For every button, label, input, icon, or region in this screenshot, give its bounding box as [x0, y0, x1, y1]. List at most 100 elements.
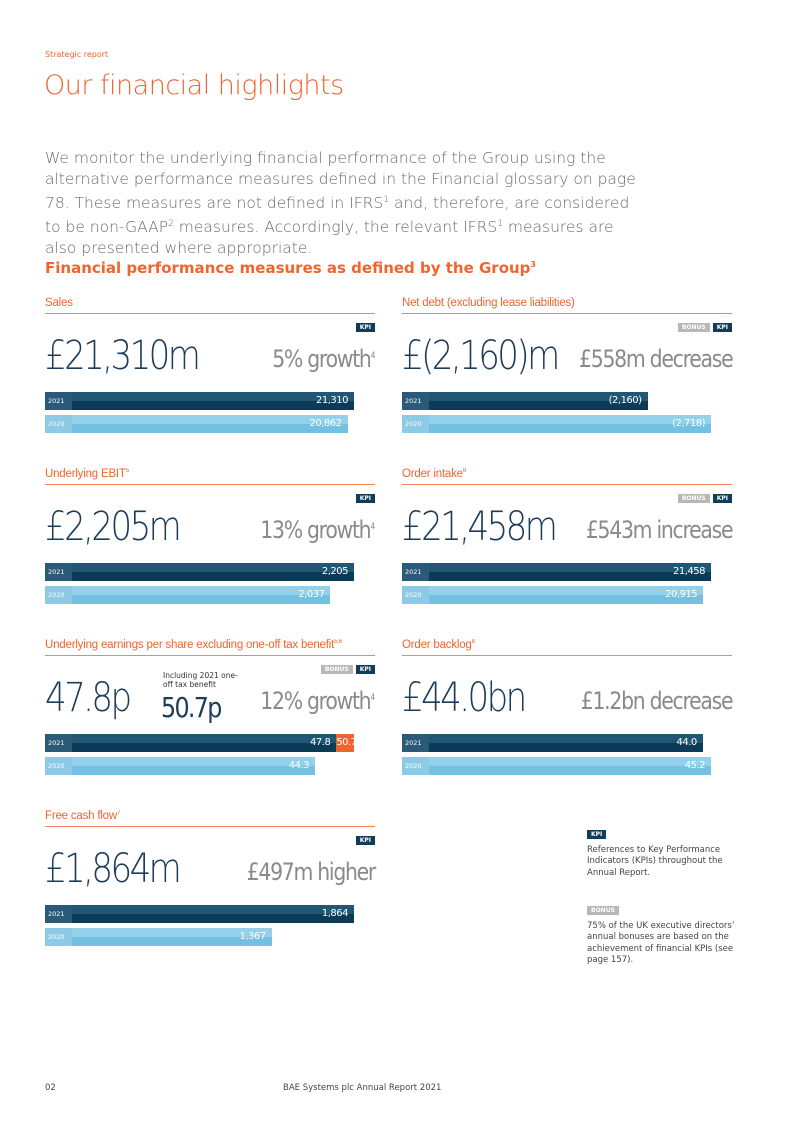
- panel-title-text: Order intake: [402, 468, 463, 480]
- section-subheading: Financial performance measures as define…: [45, 259, 536, 277]
- panel-title: Order intake8: [402, 468, 732, 485]
- measure-panel: Net debt (excluding lease liabilities) BO…: [402, 297, 734, 457]
- bar-value: 2,205: [72, 563, 354, 581]
- panel-title: Sales: [45, 297, 375, 314]
- headline-value: £21,310m: [45, 333, 201, 379]
- bar-2021: 2021 1,864: [45, 905, 354, 923]
- panel-title-text: Order backlog: [402, 639, 472, 651]
- intro-text: measures. Accordingly, the relevant IFRS: [173, 218, 498, 237]
- bar-2021: 2021 47.8: [45, 734, 337, 752]
- panel-title: Net debt (excluding lease liabilities): [402, 297, 732, 314]
- badge-group: KPI: [355, 323, 375, 332]
- bar-year: 2021: [402, 734, 429, 752]
- bar-year: 2020: [45, 928, 72, 946]
- section-label: Strategic report: [45, 50, 109, 59]
- measure-panel: Order intake8 BONUS KPI £21,458m £543m incre…: [402, 468, 734, 628]
- bar-year: 2021: [45, 563, 72, 581]
- headline-value: £44.0bn: [402, 675, 527, 721]
- footnote-ref: 8: [462, 468, 467, 475]
- change-value: 12% growth4: [260, 687, 375, 715]
- footnote-ref: 4: [370, 693, 375, 703]
- bar-value: (2,718): [429, 415, 711, 433]
- bonus-badge: BONUS: [677, 494, 710, 503]
- bar-2020: 2020 (2,718): [402, 415, 711, 433]
- measure-panel: Order backlog8 £44.0bn £1.2bn decrease 2021…: [402, 639, 733, 799]
- publication-title: BAE Systems plc Annual Report 2021: [283, 1083, 442, 1093]
- including-value: 50.7p: [161, 691, 222, 724]
- bar-year: 2020: [45, 415, 72, 433]
- bar-2020: 2020 44.3: [45, 757, 315, 775]
- kpi-badge: KPI: [712, 323, 732, 332]
- bar-value: (2,160): [429, 392, 648, 410]
- page-number: 02: [45, 1083, 56, 1093]
- bar-year: 2021: [402, 563, 429, 581]
- intro-text: measures are also presented where approp…: [45, 218, 614, 258]
- panel-title-text: Free cash flow: [45, 810, 117, 822]
- change-value: 5% growth4: [272, 345, 375, 373]
- footnote-ref: 5: [125, 468, 129, 475]
- bar-value: 1,367: [72, 928, 272, 946]
- bar-year: 2020: [402, 415, 429, 433]
- headline-value: £2,205m: [45, 504, 182, 550]
- kpi-badge: KPI: [355, 665, 375, 674]
- change-value: £558m decrease: [579, 345, 734, 373]
- change-text: £1.2bn decrease: [580, 687, 733, 715]
- badge-group: KPI: [355, 494, 375, 503]
- bar-value: 44.0: [429, 734, 703, 752]
- panel-title: Underlying earnings per share excluding …: [45, 639, 375, 656]
- kpi-badge: KPI: [355, 494, 375, 503]
- bar-value: 44.3: [72, 757, 315, 775]
- bar-year: 2021: [402, 392, 429, 410]
- badge-group: BONUS KPI: [677, 494, 732, 503]
- kpi-badge: KPI: [712, 494, 732, 503]
- panel-title-text: Net debt (excluding lease liabilities): [402, 297, 575, 309]
- bar-2020: 2020 45.2: [402, 757, 711, 775]
- headline-value: £1,864m: [45, 846, 182, 892]
- bar-extra: 50.7: [336, 734, 357, 752]
- bar-year: 2020: [45, 586, 72, 604]
- kpi-legend-text: References to Key Performance Indicators…: [587, 844, 723, 878]
- footnote-ref: 2: [168, 219, 174, 230]
- including-label: Including 2021 one-off tax benefit: [163, 671, 238, 689]
- bar-2021: 2021 (2,160): [402, 392, 648, 410]
- bar-2021: 2021 21,458: [402, 563, 711, 581]
- panel-title-text: Underlying earnings per share excluding …: [45, 639, 335, 651]
- panel-title: Order backlog8: [402, 639, 732, 656]
- bar-2020: 2020 20,862: [45, 415, 348, 433]
- footnote-ref: 4: [370, 351, 375, 361]
- footnote-ref: 1: [383, 195, 390, 205]
- headline-value: 47.8p: [45, 675, 132, 721]
- bar-value: 45.2: [429, 757, 711, 775]
- bar-2021: 2021 2,205: [45, 563, 354, 581]
- change-value: £1.2bn decrease: [580, 687, 733, 715]
- badge-group: BONUS KPI: [677, 323, 732, 332]
- measure-panel: Underlying EBIT5 KPI £2,205m 13% growth4 202…: [45, 468, 375, 628]
- bar-year: 2020: [402, 757, 429, 775]
- bar-year: 2021: [45, 734, 72, 752]
- footnote-ref: 4: [370, 522, 375, 532]
- bar-value: 1,864: [72, 905, 354, 923]
- badge-group: KPI: [355, 836, 375, 845]
- intro-paragraph: We monitor the underlying financial perf…: [45, 148, 645, 259]
- kpi-badge: KPI: [587, 830, 607, 839]
- bar-value: 2,037: [72, 586, 331, 604]
- footnote-ref: 5,6: [334, 639, 342, 646]
- bar-2020: 2020 1,367: [45, 928, 272, 946]
- change-text: 12% growth: [260, 687, 371, 715]
- kpi-badge: KPI: [355, 836, 375, 845]
- kpi-legend: KPI References to Key Performance Indica…: [587, 829, 737, 879]
- intro-text: and, therefore, are considered to be non…: [45, 194, 630, 237]
- bar-year: 2020: [45, 757, 72, 775]
- bar-value: 47.8: [72, 734, 337, 752]
- bar-year: 2021: [45, 905, 72, 923]
- measure-panel: Free cash flow7 KPI £1,864m £497m higher 202…: [45, 810, 376, 970]
- footnote-ref: 8: [471, 639, 475, 646]
- subheading-text: Financial performance measures as define…: [45, 259, 531, 277]
- bar-value: 21,310: [72, 392, 354, 410]
- badge-group: BONUS KPI: [320, 665, 375, 674]
- measure-panel: Sales KPI £21,310m 5% growth4 2021 21,310 2020…: [45, 297, 375, 457]
- intro-text: We monitor the underlying financial perf…: [45, 149, 636, 213]
- change-text: £543m increase: [585, 516, 734, 544]
- bonus-legend-text: 75% of the UK executive directors’ annua…: [587, 920, 735, 966]
- headline-value: £(2,160)m: [402, 333, 560, 379]
